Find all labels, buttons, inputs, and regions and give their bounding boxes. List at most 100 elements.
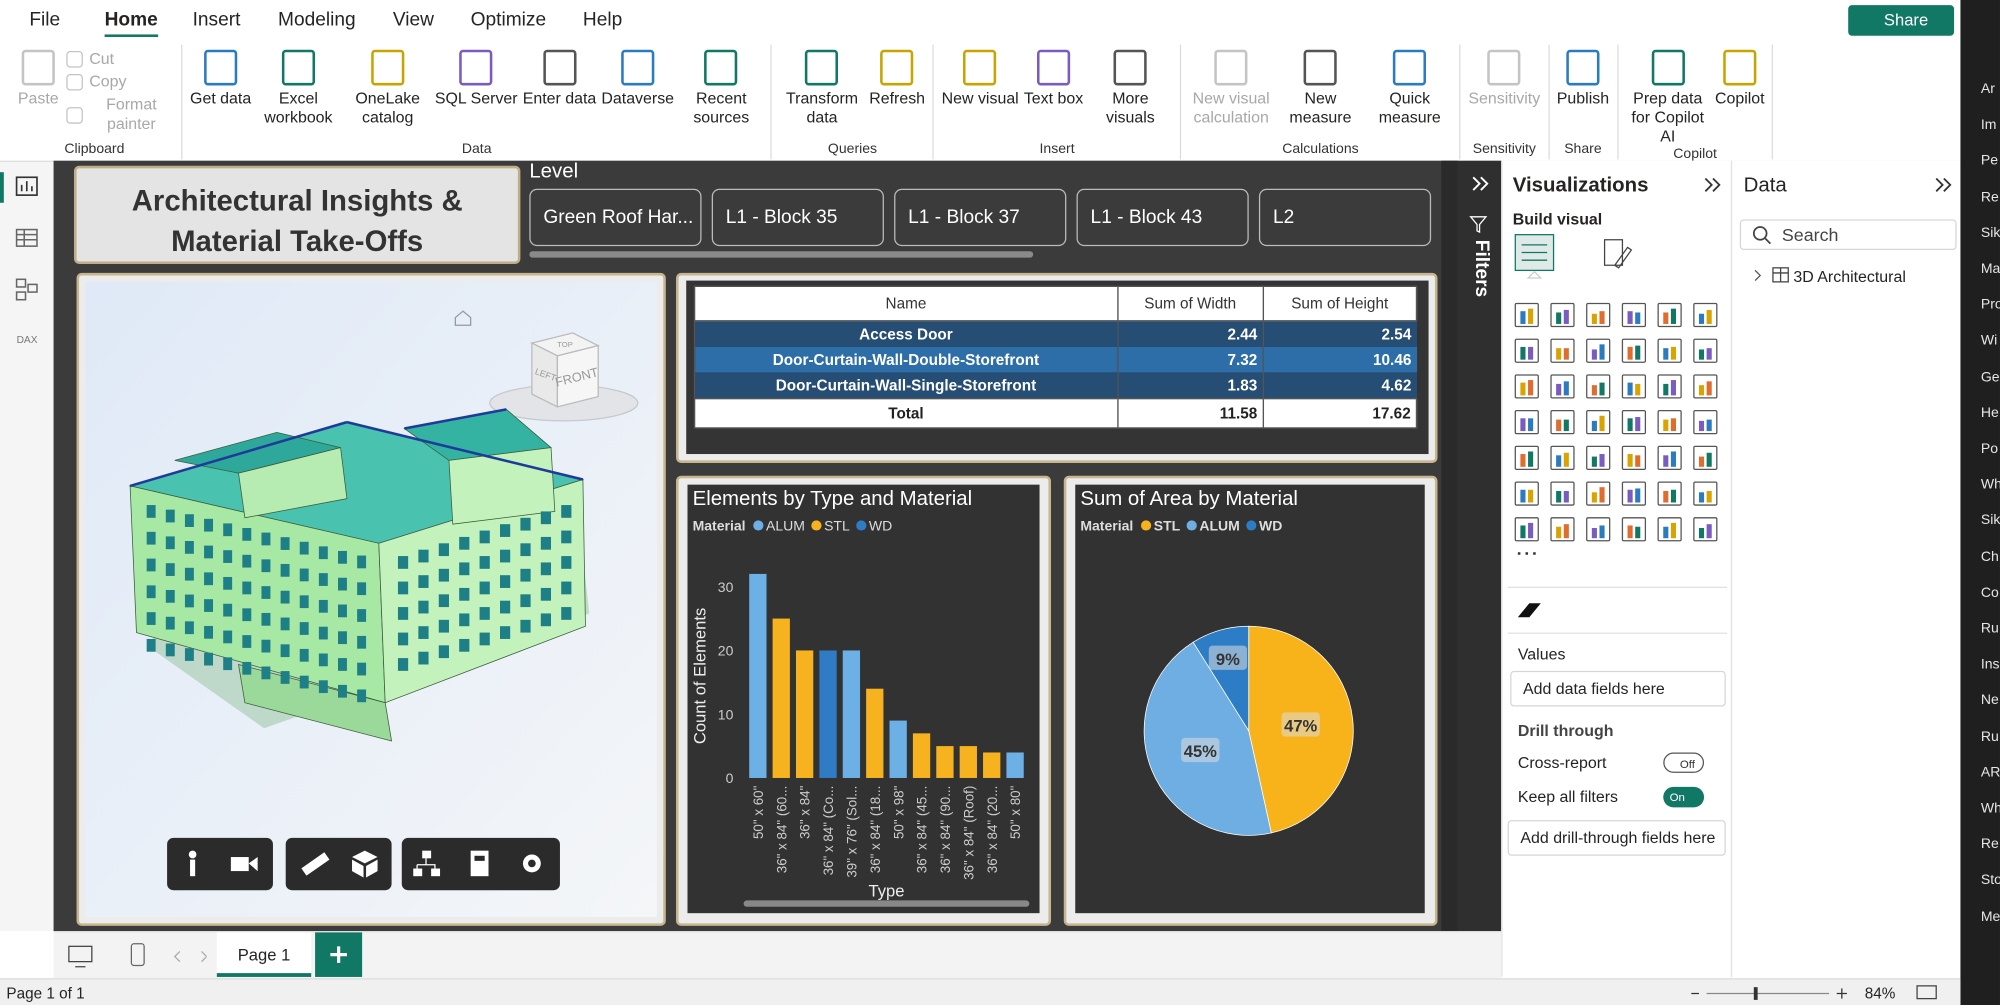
legend-item[interactable]: WD (869, 518, 892, 534)
visual-type-icon[interactable] (1514, 517, 1539, 542)
slicer-scrollbar[interactable] (529, 251, 1034, 258)
ribbon-button[interactable]: Publish (1557, 45, 1609, 142)
bar[interactable] (749, 573, 767, 778)
ribbon-button[interactable]: Quick measure (1368, 45, 1452, 142)
fit-page-icon[interactable] (1916, 983, 1939, 1001)
bar[interactable] (912, 733, 931, 778)
visual-type-icon[interactable] (1693, 445, 1718, 470)
slicer-item[interactable]: Green Roof Har... (529, 188, 702, 247)
cross-report-toggle[interactable]: Off (1663, 752, 1705, 773)
visual-type-icon[interactable] (1514, 374, 1539, 399)
share-button[interactable]: Share (1848, 5, 1955, 36)
visual-type-icon[interactable] (1657, 410, 1682, 435)
nav-tools-2[interactable] (285, 837, 392, 891)
visual-type-icon[interactable] (1621, 517, 1647, 542)
visual-type-icon[interactable] (1657, 302, 1682, 328)
legend-item[interactable]: WD (1259, 518, 1282, 534)
menu-tab[interactable]: Optimize (470, 8, 547, 31)
bar[interactable] (795, 650, 814, 778)
legend-item[interactable]: ALUM (766, 518, 805, 534)
view-cube[interactable]: TOP LEFT FRONT (489, 332, 639, 422)
report-icon[interactable] (15, 176, 38, 196)
table-node-icons[interactable] (1753, 267, 1794, 285)
ribbon-button[interactable]: Transform data (780, 45, 864, 142)
ribbon-button[interactable]: More visuals (1088, 45, 1172, 142)
bar[interactable] (772, 618, 790, 778)
visual-type-icon[interactable] (1514, 302, 1539, 328)
menu-tab[interactable]: Help (582, 8, 623, 31)
menu-tab[interactable]: Home (104, 9, 158, 37)
visual-type-icon[interactable] (1514, 410, 1539, 435)
custom-visual-icon[interactable] (1515, 599, 1543, 619)
slicer-item[interactable]: L1 - Block 35 (711, 188, 884, 247)
home-icon[interactable] (454, 310, 472, 326)
visual-type-icon[interactable] (1621, 374, 1647, 399)
visual-type-icon[interactable] (1621, 445, 1647, 470)
collapse-icon[interactable] (1703, 176, 1723, 194)
visual-type-icon[interactable] (1586, 445, 1611, 470)
table-row[interactable]: Door-Curtain-Wall-Single-Storefront 1.83 4… (693, 372, 1417, 399)
nav-tools-3[interactable] (401, 837, 560, 891)
table-icon[interactable] (15, 228, 38, 247)
ribbon-button[interactable]: SQL Server (435, 45, 518, 142)
legend-item[interactable]: STL (824, 518, 850, 534)
bar[interactable] (819, 650, 837, 778)
zoom-slider[interactable] (1686, 983, 1852, 1003)
visual-type-icon[interactable] (1657, 481, 1682, 506)
visual-type-icon[interactable] (1514, 338, 1539, 363)
ribbon-button[interactable]: Copilot (1715, 45, 1765, 147)
ribbon-button[interactable]: OneLake catalog (346, 45, 430, 142)
dax-icon[interactable]: DAX (17, 335, 38, 346)
table-row[interactable]: Door-Curtain-Wall-Double-Storefront 7.32 1… (693, 346, 1417, 373)
visual-type-icon[interactable] (1621, 302, 1647, 328)
visual-type-icon[interactable] (1657, 445, 1682, 470)
collapse-icon[interactable] (1934, 176, 1954, 194)
visual-type-icon[interactable] (1514, 481, 1539, 506)
visual-type-icon[interactable] (1657, 517, 1682, 542)
ribbon-button[interactable]: Text box (1024, 45, 1083, 142)
slicer-item[interactable]: L1 - Block 43 (1076, 188, 1249, 247)
bar[interactable] (866, 688, 884, 778)
ribbon-button[interactable]: Excel workbook (256, 45, 340, 142)
visual-type-icon[interactable] (1550, 445, 1575, 470)
visual-type-icon[interactable] (1657, 374, 1682, 399)
bar[interactable] (889, 720, 907, 778)
legend-item[interactable]: ALUM (1199, 518, 1239, 534)
table-node[interactable]: 3D Architectural (1793, 267, 1906, 286)
page-tab[interactable]: Page 1 (216, 932, 312, 977)
visual-type-icon[interactable] (1586, 338, 1611, 363)
bar[interactable] (959, 746, 977, 778)
bar[interactable] (1006, 752, 1024, 778)
visual-type-icon[interactable] (1550, 374, 1575, 399)
visual-type-icon[interactable] (1550, 481, 1575, 506)
visual-type-icon[interactable] (1693, 517, 1718, 542)
search-box[interactable]: Search (1739, 219, 1957, 250)
menu-tab[interactable]: File (29, 8, 61, 31)
visual-type-icon[interactable] (1550, 410, 1575, 435)
visual-type-icon[interactable] (1550, 338, 1575, 363)
keep-filters-toggle[interactable]: On (1663, 786, 1705, 808)
legend-item[interactable]: STL (1154, 518, 1181, 534)
nav-tools-1[interactable] (167, 837, 273, 891)
slicer-item[interactable]: L2 (1258, 188, 1432, 247)
bar[interactable] (842, 650, 861, 778)
visual-type-icon[interactable] (1693, 302, 1718, 328)
visual-type-icon[interactable] (1586, 481, 1611, 506)
add-page-button[interactable] (315, 932, 363, 977)
ribbon-button[interactable]: Enter data (523, 45, 596, 142)
visual-type-icon[interactable] (1586, 410, 1611, 435)
visual-type-icon[interactable] (1693, 410, 1718, 435)
visual-type-icon[interactable] (1657, 338, 1682, 363)
visual-type-icon[interactable] (1550, 302, 1575, 328)
visual-type-icon[interactable] (1693, 481, 1718, 506)
visual-type-icon[interactable] (1621, 410, 1647, 435)
ribbon-button[interactable]: Recent sources (679, 45, 763, 142)
filters-pane[interactable]: Filters (1457, 160, 1502, 932)
bar[interactable] (936, 746, 954, 778)
menu-tab[interactable]: Modeling (278, 8, 356, 31)
ribbon-button[interactable]: New measure (1278, 45, 1362, 142)
table-row[interactable]: Access Door 2.44 2.54 (693, 320, 1417, 347)
ribbon-button[interactable]: Get data (190, 45, 251, 142)
menu-tab[interactable]: View (392, 8, 434, 31)
values-well[interactable]: Add data fields here (1510, 670, 1726, 707)
